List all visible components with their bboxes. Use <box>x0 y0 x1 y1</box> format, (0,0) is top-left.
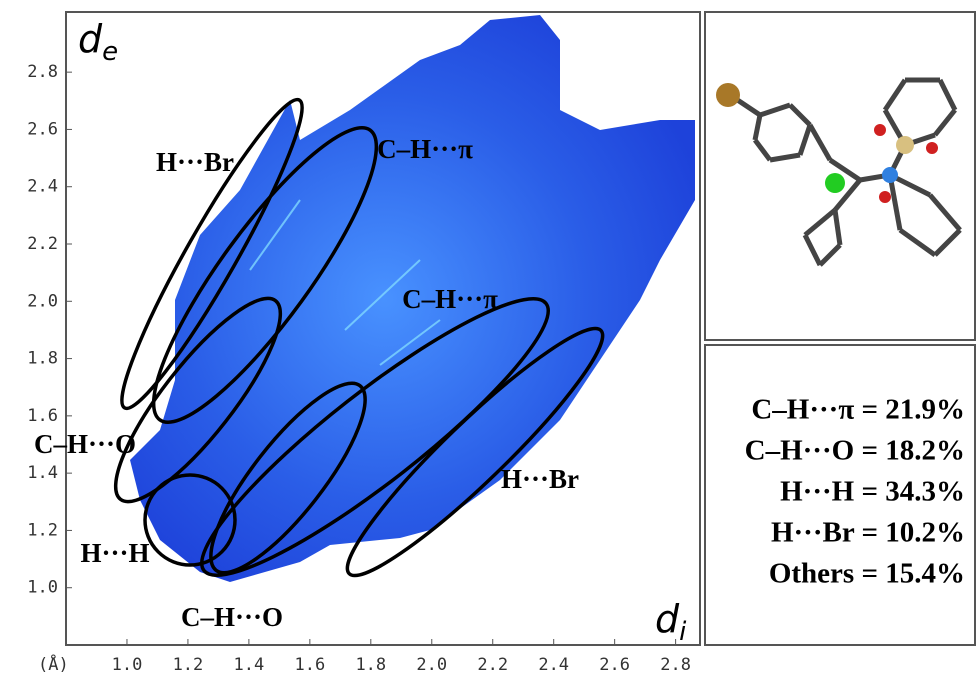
y-tick-label: 1.6 <box>27 406 58 426</box>
x-tick-label: 2.8 <box>660 655 691 675</box>
y-tick-label: 2.8 <box>27 62 58 82</box>
x-tick-label: 2.0 <box>416 655 447 675</box>
region-label: H···Br <box>501 464 579 494</box>
x-tick-label: 1.8 <box>355 655 386 675</box>
region-label: H···Br <box>156 147 234 177</box>
y-tick-label: 2.4 <box>27 177 58 197</box>
x-tick-label: 2.6 <box>599 655 630 675</box>
x-tick-label: 2.4 <box>538 655 569 675</box>
contribution-text: H···H = 34.3% <box>780 476 965 508</box>
x-tick-label: 1.2 <box>173 655 204 675</box>
x-tick-label: 1.4 <box>234 655 265 675</box>
figure: H···Br C–H···π C–H···π C–H···O H···Br H···H C–… <box>0 0 977 678</box>
contribution-text: H···Br = 10.2% <box>771 517 965 549</box>
region-label: C–H···π <box>377 134 473 164</box>
y-tick-label: 2.2 <box>27 234 58 254</box>
x-tick-label: 1.0 <box>112 655 143 675</box>
y-tick-label: 2.6 <box>27 119 58 139</box>
contribution-text: C–H···π = 21.9% <box>751 394 965 426</box>
contribution-text: Others = 15.4% <box>769 558 965 590</box>
y-tick-label: 1.8 <box>27 349 58 369</box>
unit-label: (Å) <box>38 653 69 675</box>
region-label: C–H···O <box>34 429 136 459</box>
region-label: H···H <box>80 538 149 568</box>
y-tick-label: 1.0 <box>27 578 58 598</box>
region-label: C–H···O <box>181 602 283 632</box>
y-tick-label: 1.2 <box>27 520 58 540</box>
y-tick-label: 1.4 <box>27 463 58 483</box>
x-tick-label: 2.2 <box>477 655 508 675</box>
region-label: C–H···π <box>402 284 498 314</box>
contribution-text: C–H···O = 18.2% <box>745 435 965 467</box>
y-tick-label: 2.0 <box>27 291 58 311</box>
x-tick-label: 1.6 <box>294 655 325 675</box>
